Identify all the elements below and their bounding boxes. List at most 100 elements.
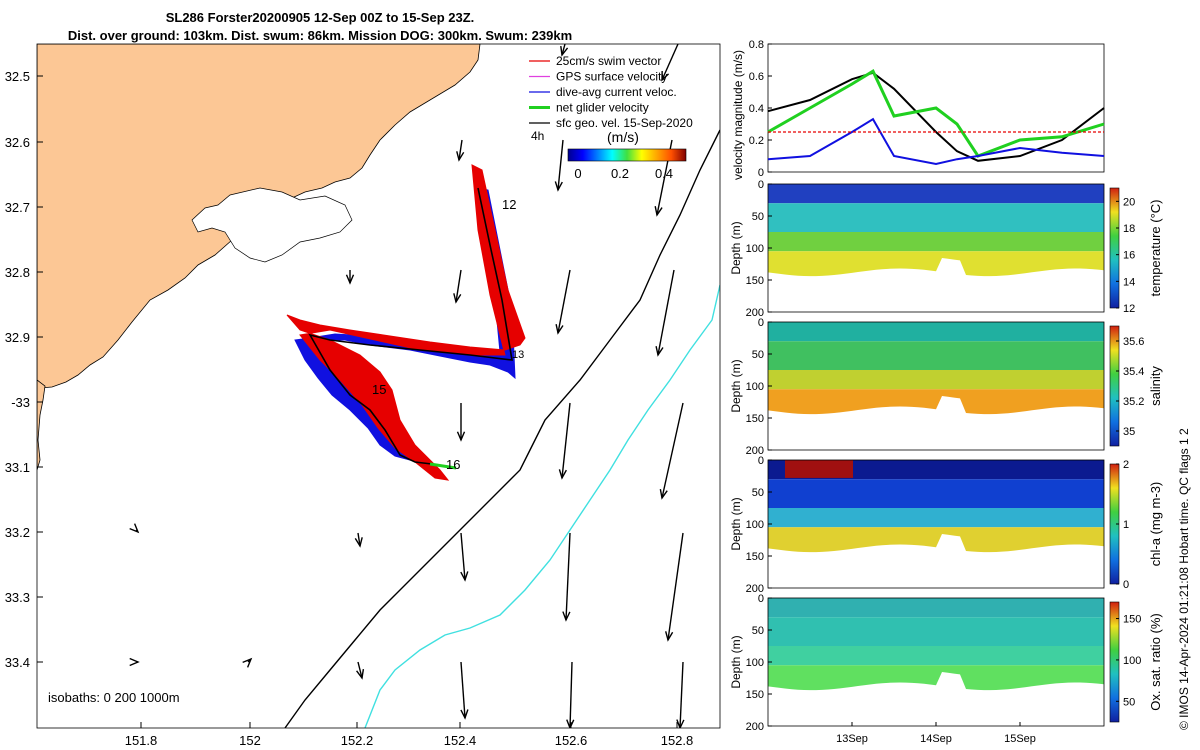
vector-arrowhead <box>659 489 668 500</box>
track-label-12: 12 <box>502 197 516 212</box>
vector-arrow <box>357 661 363 679</box>
vector-arrowhead <box>676 719 685 728</box>
vector-arrowhead <box>345 274 355 285</box>
net-glider-velocity <box>429 462 457 470</box>
lake <box>191 187 353 263</box>
depth-tick-label: 200 <box>746 721 764 733</box>
depth-tick-label: 200 <box>746 445 764 457</box>
glider-track <box>286 164 526 481</box>
velocity-y-tick-label: 0.4 <box>749 103 764 115</box>
colorbar-tick-label: 100 <box>1123 655 1141 667</box>
section-band <box>768 479 1104 508</box>
isobath-200 <box>284 129 720 728</box>
vector-arrow <box>557 139 564 191</box>
depth-tick-label: 100 <box>746 519 764 531</box>
map-x-tick-label: 152.4 <box>444 733 477 748</box>
salinity-colorbar <box>1109 325 1120 447</box>
velocity-y-tick-label: 0.8 <box>749 39 764 51</box>
side-note: © IMOS 14-Apr-2024 01:21:08 Hobart time.… <box>1177 428 1191 730</box>
depth-tick-label: 50 <box>752 625 764 637</box>
depth-tick-label: 0 <box>758 179 764 191</box>
vector-arrowhead <box>560 45 569 57</box>
section-band <box>768 322 1104 342</box>
section-band <box>768 232 1104 252</box>
time-tick-label: 14Sep <box>920 733 952 745</box>
section-band <box>768 389 1104 415</box>
chla-colorbar-label: chl-a (mg m-3) <box>1148 482 1163 567</box>
depth-tick-label: 100 <box>746 381 764 393</box>
vector-arrowhead <box>460 571 469 582</box>
colorbar-tick-label: 150 <box>1123 614 1141 626</box>
chla-high-patch <box>785 460 853 478</box>
temperature-colorbar <box>1109 187 1120 309</box>
temperature-colorbar-label: temperature (°C) <box>1148 200 1163 297</box>
vector-arrow <box>458 139 463 161</box>
depth-tick-label: 0 <box>758 455 764 467</box>
vector-arrowhead <box>460 709 469 720</box>
vector-arrow <box>460 661 466 719</box>
legend-label: GPS surface velocity <box>556 70 667 84</box>
colorbar-tick-label: 0 <box>1123 579 1129 591</box>
depth-tick-label: 0 <box>758 593 764 605</box>
map-panel: 12 13 15 16 151.8 152 152.2 152.4 152.6 152.8… <box>5 43 721 748</box>
vector-arrow <box>569 661 573 728</box>
velocity-panel: 0 0.2 0.4 0.6 0.8 velocity magnitude (m/s) <box>731 39 1105 180</box>
map-y-tick-label: 32.5 <box>5 69 30 84</box>
section-band <box>768 527 1104 553</box>
map-y-tick-label: 33.3 <box>5 590 30 605</box>
depth-tick-label: 0 <box>758 317 764 329</box>
map-y-tick-label: 32.7 <box>5 200 30 215</box>
vector-arrowhead <box>456 431 466 442</box>
depth-axis-label: Depth (m) <box>729 497 743 550</box>
oxygen-colorbar <box>1109 601 1120 723</box>
vector-arrow <box>661 402 684 499</box>
depth-axis-label: Depth (m) <box>729 221 743 274</box>
section-band <box>768 617 1104 646</box>
depth-tick-label: 200 <box>746 583 764 595</box>
map-x-tick-label: 152.8 <box>661 733 694 748</box>
legend-4h: 4h <box>531 129 544 143</box>
colorbar-title: (m/s) <box>607 129 639 145</box>
vector-arrowhead <box>555 324 564 335</box>
depth-axis-label: Depth (m) <box>729 635 743 688</box>
section-band <box>768 508 1104 528</box>
glider-path <box>308 187 513 466</box>
chart-subtitle: Dist. over ground: 103km. Dist. swum: 86… <box>67 28 573 43</box>
time-tick-label: 15Sep <box>1004 733 1036 745</box>
colorbar-tick: 0 <box>574 166 581 181</box>
map-y-tick-label: 33.1 <box>5 460 30 475</box>
legend-label: net glider velocity <box>556 101 649 115</box>
colorbar-tick-label: 16 <box>1123 250 1135 262</box>
isobaths-label: isobaths: 0 200 1000m <box>48 690 180 705</box>
swim-vector-band <box>286 164 526 481</box>
vector-arrow <box>357 532 361 547</box>
vector-arrow <box>679 661 684 728</box>
oxygen-panel: 0 50 100 150 200 Depth (m) 50 100 150 Ox. sat. ra… <box>729 593 1163 733</box>
section-band <box>768 646 1104 666</box>
track-label-16: 16 <box>446 457 460 472</box>
vector-arrowhead <box>354 537 363 548</box>
depth-tick-label: 100 <box>746 243 764 255</box>
temperature-panel: 0 50 100 150 200 Depth (m) 12 14 16 18 20 temperatu… <box>729 179 1163 319</box>
colorbar-tick-label: 18 <box>1123 223 1135 235</box>
velocity-series-line <box>767 69 1105 158</box>
map-x-ticks: 151.8 152 152.2 152.4 152.6 152.8 <box>125 722 694 748</box>
depth-axis-label: Depth (m) <box>729 359 743 412</box>
depth-tick-label: 50 <box>752 487 764 499</box>
velocity-y-tick-label: 0.6 <box>749 71 764 83</box>
colorbar-tick-label: 14 <box>1123 276 1135 288</box>
section-band <box>768 370 1104 390</box>
isobath-1000 <box>364 284 720 728</box>
section-band <box>768 665 1104 691</box>
vector-arrow <box>657 269 675 356</box>
map-y-tick-label: 32.9 <box>5 330 30 345</box>
legend-label: sfc geo. vel. 15-Sep-2020 <box>556 116 693 130</box>
colorbar-tick-label: 35.6 <box>1123 336 1144 348</box>
section-band <box>768 251 1104 277</box>
section-band <box>768 341 1104 370</box>
velocity-y-tick-label: 0.2 <box>749 135 764 147</box>
vector-arrowhead <box>356 668 365 680</box>
section-band <box>768 184 1104 204</box>
section-band <box>768 203 1104 232</box>
map-y-tick-label: 33.2 <box>5 525 30 540</box>
